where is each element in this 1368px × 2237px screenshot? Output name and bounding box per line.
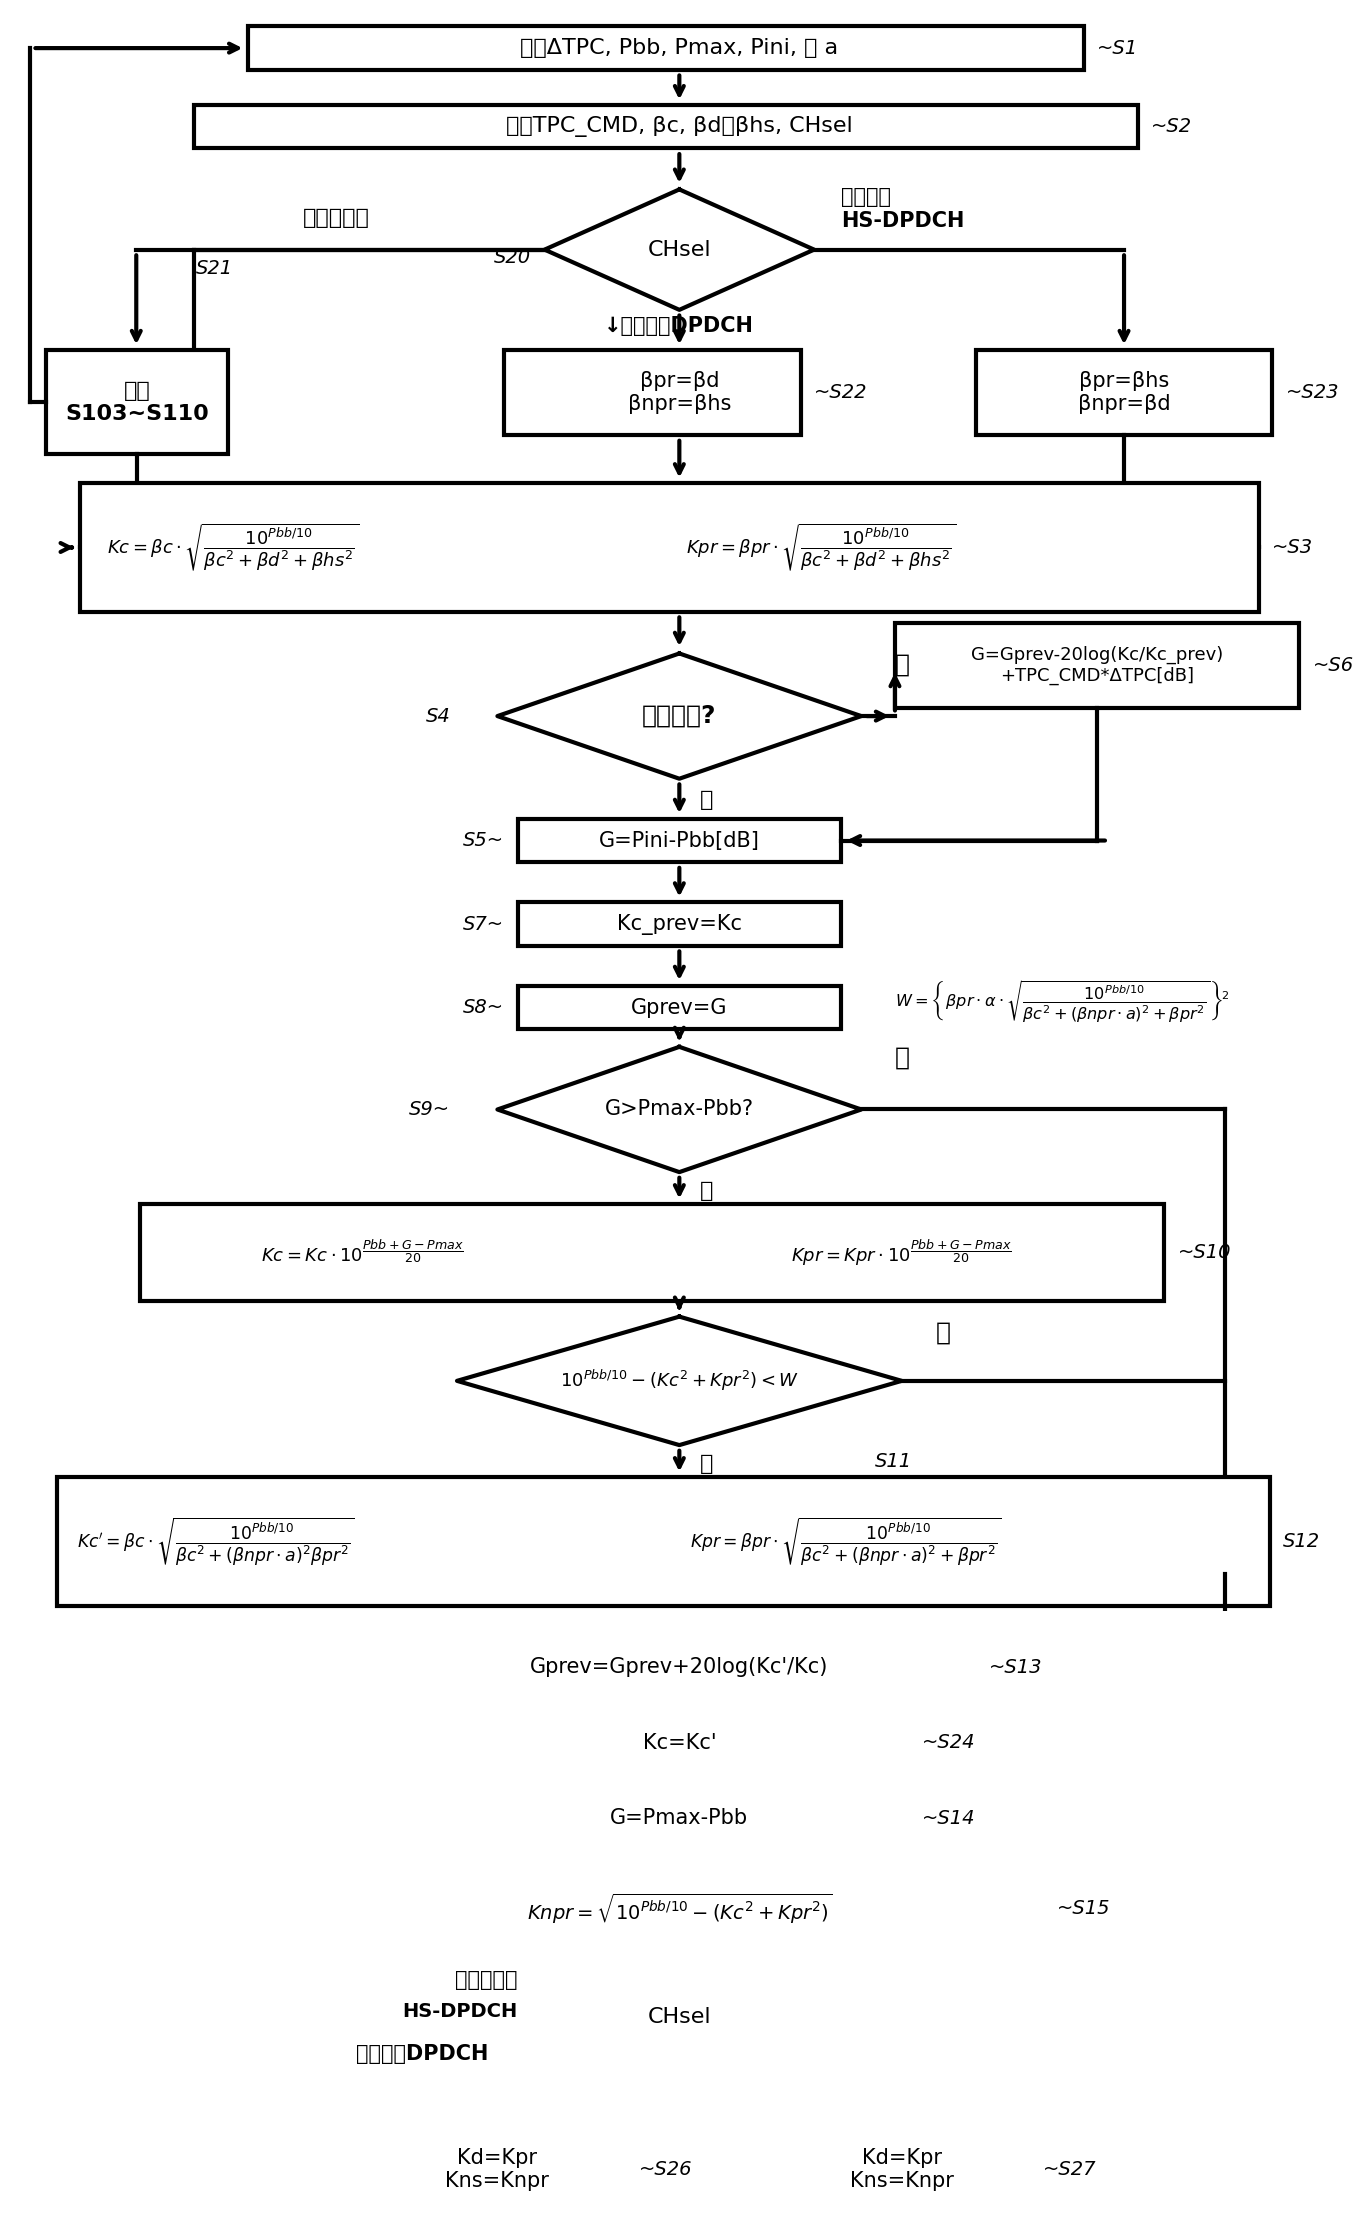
Text: $Kpr=\beta pr \cdot \sqrt{\dfrac{10^{Pbb/10}}{\beta c^2+\beta d^2+\beta hs^2}}$: $Kpr=\beta pr \cdot \sqrt{\dfrac{10^{Pbb… — [687, 521, 956, 573]
Text: CHsel: CHsel — [647, 239, 711, 259]
Text: ~S27: ~S27 — [1044, 2159, 1097, 2179]
Text: G=Pmax-Pbb: G=Pmax-Pbb — [610, 1807, 748, 1828]
Bar — [248, 27, 1083, 69]
Bar — [369, 2116, 625, 2221]
Text: $Kpr=Kpr\cdot 10^{\dfrac{Pbb+G-Pmax}{20}}$: $Kpr=Kpr\cdot 10^{\dfrac{Pbb+G-Pmax}{20}… — [791, 1237, 1012, 1268]
Bar — [517, 902, 841, 946]
Text: S5~: S5~ — [462, 830, 505, 850]
Text: ~S15: ~S15 — [1056, 1899, 1111, 1917]
Bar — [450, 1720, 908, 1765]
Text: ~S10: ~S10 — [1178, 1244, 1231, 1262]
Bar — [517, 819, 841, 861]
Text: 输入TPC_CMD, βc, βd和βhs, CHsel: 输入TPC_CMD, βc, βd和βhs, CHsel — [506, 116, 852, 136]
Text: $Kc=\beta c \cdot \sqrt{\dfrac{10^{Pbb/10}}{\beta c^2+\beta d^2+\beta hs^2}}$: $Kc=\beta c \cdot \sqrt{\dfrac{10^{Pbb/1… — [107, 521, 358, 573]
Text: ~S23: ~S23 — [1286, 383, 1339, 403]
Text: ~S26: ~S26 — [639, 2159, 692, 2179]
Text: Kd=Kpr
Kns=Knpr: Kd=Kpr Kns=Knpr — [446, 2148, 550, 2190]
Text: 优先信道: 优先信道 — [841, 186, 891, 206]
Text: 否: 否 — [895, 1047, 910, 1069]
Text: S8~: S8~ — [462, 998, 505, 1018]
Text: G=Pini-Pbb[dB]: G=Pini-Pbb[dB] — [599, 830, 759, 850]
Text: S21: S21 — [196, 259, 233, 277]
Bar — [56, 1476, 1270, 1606]
Text: S20: S20 — [494, 248, 531, 266]
Text: 是: 是 — [699, 790, 713, 810]
Text: HS-DPDCH: HS-DPDCH — [402, 2002, 517, 2022]
Bar — [79, 483, 1259, 611]
Text: ~S14: ~S14 — [922, 1810, 975, 1828]
Text: S4: S4 — [425, 707, 450, 725]
Text: $Kc'=\beta c \cdot \sqrt{\dfrac{10^{Pbb/10}}{\beta c^2+(\beta npr\cdot a)^2\beta: $Kc'=\beta c \cdot \sqrt{\dfrac{10^{Pbb/… — [77, 1514, 354, 1568]
Text: $Knpr=\sqrt{10^{Pbb/10}-(Kc^2+Kpr^2)}$: $Knpr=\sqrt{10^{Pbb/10}-(Kc^2+Kpr^2)}$ — [527, 1890, 832, 1926]
Text: HS-DPDCH: HS-DPDCH — [841, 210, 964, 230]
Text: Gprev=Gprev+20log(Kc'/Kc): Gprev=Gprev+20log(Kc'/Kc) — [531, 1658, 829, 1678]
Text: $Kc=Kc\cdot 10^{\dfrac{Pbb+G-Pmax}{20}}$: $Kc=Kc\cdot 10^{\dfrac{Pbb+G-Pmax}{20}}$ — [261, 1239, 464, 1266]
Text: βpr=βd
βnpr=βhs: βpr=βd βnpr=βhs — [628, 371, 731, 414]
Bar — [342, 1646, 975, 1689]
Text: CHsel: CHsel — [647, 2007, 711, 2027]
Bar — [194, 105, 1138, 148]
Text: ~S6: ~S6 — [1313, 655, 1354, 676]
Text: 是: 是 — [699, 1181, 713, 1201]
Text: 执行
S103~S110: 执行 S103~S110 — [66, 380, 209, 423]
Text: ↓优先信道DPDCH: ↓优先信道DPDCH — [605, 315, 754, 336]
Text: ~S2: ~S2 — [1150, 116, 1192, 136]
Text: 初始传输?: 初始传输? — [642, 705, 717, 727]
Text: Kd=Kpr
Kns=Knpr: Kd=Kpr Kns=Knpr — [850, 2148, 953, 2190]
Text: $W=\left\{\beta pr\cdot\alpha\cdot\sqrt{\dfrac{10^{Pbb/10}}{\beta c^2+(\beta npr: $W=\left\{\beta pr\cdot\alpha\cdot\sqrt{… — [895, 978, 1230, 1025]
Text: Kc_prev=Kc: Kc_prev=Kc — [617, 913, 741, 935]
Text: S11: S11 — [874, 1452, 912, 1470]
Text: ~S3: ~S3 — [1272, 537, 1313, 557]
Bar — [517, 987, 841, 1029]
Text: G=Gprev-20log(Kc/Kc_prev)
+TPC_CMD*ΔTPC[dB]: G=Gprev-20log(Kc/Kc_prev) +TPC_CMD*ΔTPC[… — [971, 646, 1223, 685]
Bar — [275, 1881, 1044, 1937]
Text: ~S22: ~S22 — [814, 383, 867, 403]
Text: G>Pmax-Pbb?: G>Pmax-Pbb? — [605, 1101, 754, 1118]
Bar — [141, 1204, 1164, 1300]
Bar — [975, 349, 1272, 434]
Text: ~S24: ~S24 — [922, 1734, 975, 1752]
Text: $Kpr=\beta pr \cdot \sqrt{\dfrac{10^{Pbb/10}}{\beta c^2+(\beta npr\cdot a)^2+\be: $Kpr=\beta pr \cdot \sqrt{\dfrac{10^{Pbb… — [689, 1514, 1001, 1568]
Text: 无优先信道: 无优先信道 — [302, 208, 369, 228]
Text: 优先信道DPDCH: 优先信道DPDCH — [356, 2045, 488, 2065]
Text: S9~: S9~ — [409, 1101, 450, 1118]
Bar — [450, 1796, 908, 1841]
Text: S12: S12 — [1283, 1532, 1320, 1550]
Bar — [895, 622, 1300, 709]
Text: 否: 否 — [936, 1320, 951, 1344]
Text: 输入ΔTPC, Pbb, Pmax, Pini, 和 a: 输入ΔTPC, Pbb, Pmax, Pini, 和 a — [520, 38, 839, 58]
Bar — [774, 2116, 1030, 2221]
Text: ~S13: ~S13 — [989, 1658, 1042, 1678]
Text: $10^{Pbb/10}-(Kc^2+Kpr^2)<W$: $10^{Pbb/10}-(Kc^2+Kpr^2)<W$ — [560, 1369, 799, 1394]
Bar — [47, 349, 228, 454]
Text: 是: 是 — [699, 1454, 713, 1474]
Text: 否: 否 — [895, 653, 910, 678]
Text: Kc=Kc': Kc=Kc' — [643, 1734, 717, 1754]
Text: S7~: S7~ — [462, 915, 505, 933]
Text: ~S1: ~S1 — [1097, 38, 1138, 58]
Text: βpr=βhs
βnpr=βd: βpr=βhs βnpr=βd — [1078, 371, 1171, 414]
Text: 无优先信道: 无优先信道 — [456, 1971, 517, 1989]
Text: Gprev=G: Gprev=G — [631, 998, 728, 1018]
Bar — [505, 349, 800, 434]
